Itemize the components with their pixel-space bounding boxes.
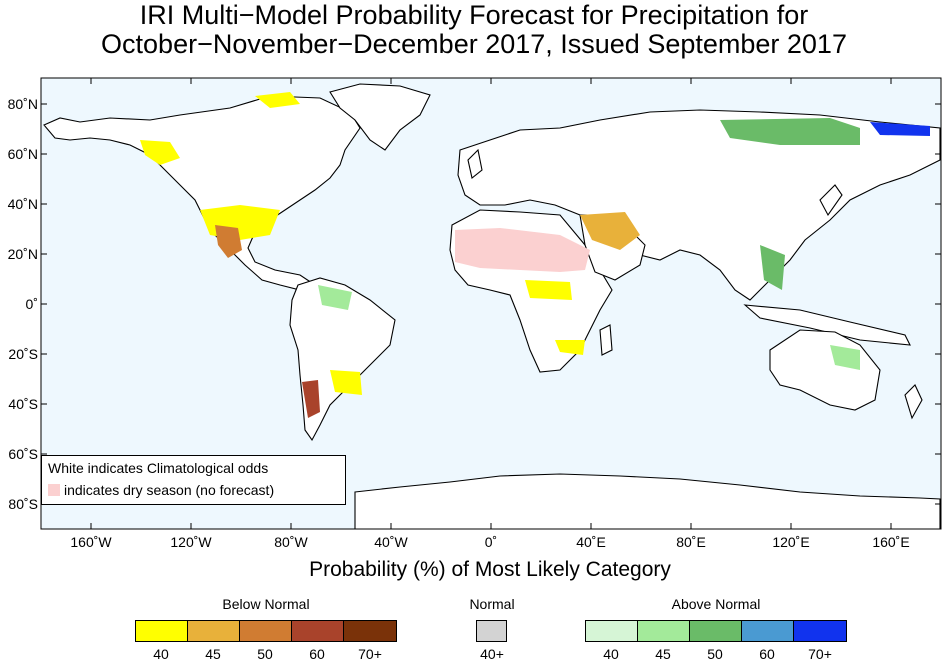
below-normal-swatch-60	[291, 620, 344, 642]
below-normal-south-america	[330, 370, 362, 395]
map-title-line2: October−November−December 2017, Issued S…	[101, 29, 847, 59]
x-axis-label-120w: 120˚W	[170, 534, 212, 550]
x-axis-label-160w: 160˚W	[70, 534, 112, 550]
x-axis-label-prime-meridian: 0˚	[484, 534, 498, 550]
above-normal-east-siberia	[870, 122, 930, 136]
x-axis-label-80e: 80˚E	[676, 534, 706, 550]
below-normal-canada	[140, 140, 180, 165]
above-normal-brazil	[318, 285, 352, 310]
japan	[819, 184, 843, 217]
y-axis-label-80s: 80˚S	[8, 496, 38, 512]
x-axis-ticks	[90, 78, 892, 529]
great-britain	[467, 148, 483, 179]
y-axis-label-40n: 40˚N	[7, 196, 38, 212]
madagascar	[599, 324, 613, 356]
above-normal-siberia	[720, 118, 860, 145]
below-normal-swatch-45	[187, 620, 240, 642]
below-normal-mexico	[215, 225, 242, 258]
y-axis-label-60n: 60˚N	[7, 146, 38, 162]
below-normal-swatch-40	[135, 620, 188, 642]
climatological-odds-note: White indicates Climatological odds	[48, 460, 269, 476]
below-normal-swatch-70	[343, 620, 397, 642]
antarctica	[354, 473, 941, 530]
above-normal-tick-50: 50	[707, 646, 723, 662]
colorbar-caption: Probability (%) of Most Likely Category	[309, 558, 671, 581]
indonesia	[743, 304, 911, 346]
greenland	[329, 83, 431, 151]
dry-season-note-row: indicates dry season (no forecast)	[48, 482, 274, 498]
below-normal-tick-40: 40	[153, 646, 169, 662]
above-normal-tick-45: 45	[655, 646, 671, 662]
above-normal-swatch-45	[637, 620, 690, 642]
dry-season-swatch	[48, 484, 60, 496]
below-normal-tick-60: 60	[309, 646, 325, 662]
above-normal-swatch-50	[689, 620, 742, 642]
map-title-line1: IRI Multi−Model Probability Forecast for…	[139, 0, 809, 30]
below-normal-swatch-50	[239, 620, 292, 642]
normal-swatch-40	[476, 620, 507, 642]
x-axis-label-40e: 40˚E	[576, 534, 606, 550]
below-normal-arctic	[255, 92, 300, 108]
normal-tick-40: 40+	[480, 646, 504, 662]
below-normal-tick-50: 50	[257, 646, 273, 662]
y-axis-label-60s: 60˚S	[8, 446, 38, 462]
above-normal-tick-40: 40	[603, 646, 619, 662]
y-axis-label-40s: 40˚S	[8, 396, 38, 412]
forecast-shading	[140, 92, 930, 418]
dry-season-sahara	[455, 228, 590, 272]
y-axis-label-equator: 0˚	[25, 296, 38, 312]
above-normal-swatch-70	[793, 620, 847, 642]
x-axis-label-120e: 120˚E	[772, 534, 810, 550]
above-normal-australia	[830, 345, 860, 370]
above-normal-tick-70: 70+	[808, 646, 832, 662]
x-axis-label-40w: 40˚W	[374, 534, 408, 550]
above-normal-heading: Above Normal	[671, 596, 761, 612]
above-normal-tick-60: 60	[759, 646, 775, 662]
below-normal-argentina	[302, 380, 320, 418]
below-normal-tick-45: 45	[205, 646, 221, 662]
dry-season-note: indicates dry season (no forecast)	[64, 482, 275, 498]
y-axis-label-20s: 20˚S	[8, 346, 38, 362]
below-normal-heading: Below Normal	[222, 596, 310, 612]
above-normal-swatch-40	[585, 620, 638, 642]
y-axis-label-20n: 20˚N	[7, 246, 38, 262]
x-axis-label-160e: 160˚E	[872, 534, 910, 550]
below-normal-us	[200, 205, 280, 240]
below-normal-east-africa	[525, 280, 572, 300]
x-axis-label-80w: 80˚W	[274, 534, 308, 550]
new-zealand	[904, 384, 923, 420]
below-normal-southern-africa	[555, 340, 585, 355]
below-normal-tick-70: 70+	[358, 646, 382, 662]
map-legend-box: White indicates Climatological odds indi…	[41, 455, 346, 505]
below-normal-middle-east	[580, 212, 640, 250]
y-axis-label-80n: 80˚N	[7, 96, 38, 112]
above-normal-swatch-60	[741, 620, 794, 642]
above-normal-philippines	[760, 245, 785, 290]
normal-heading: Normal	[469, 596, 515, 612]
